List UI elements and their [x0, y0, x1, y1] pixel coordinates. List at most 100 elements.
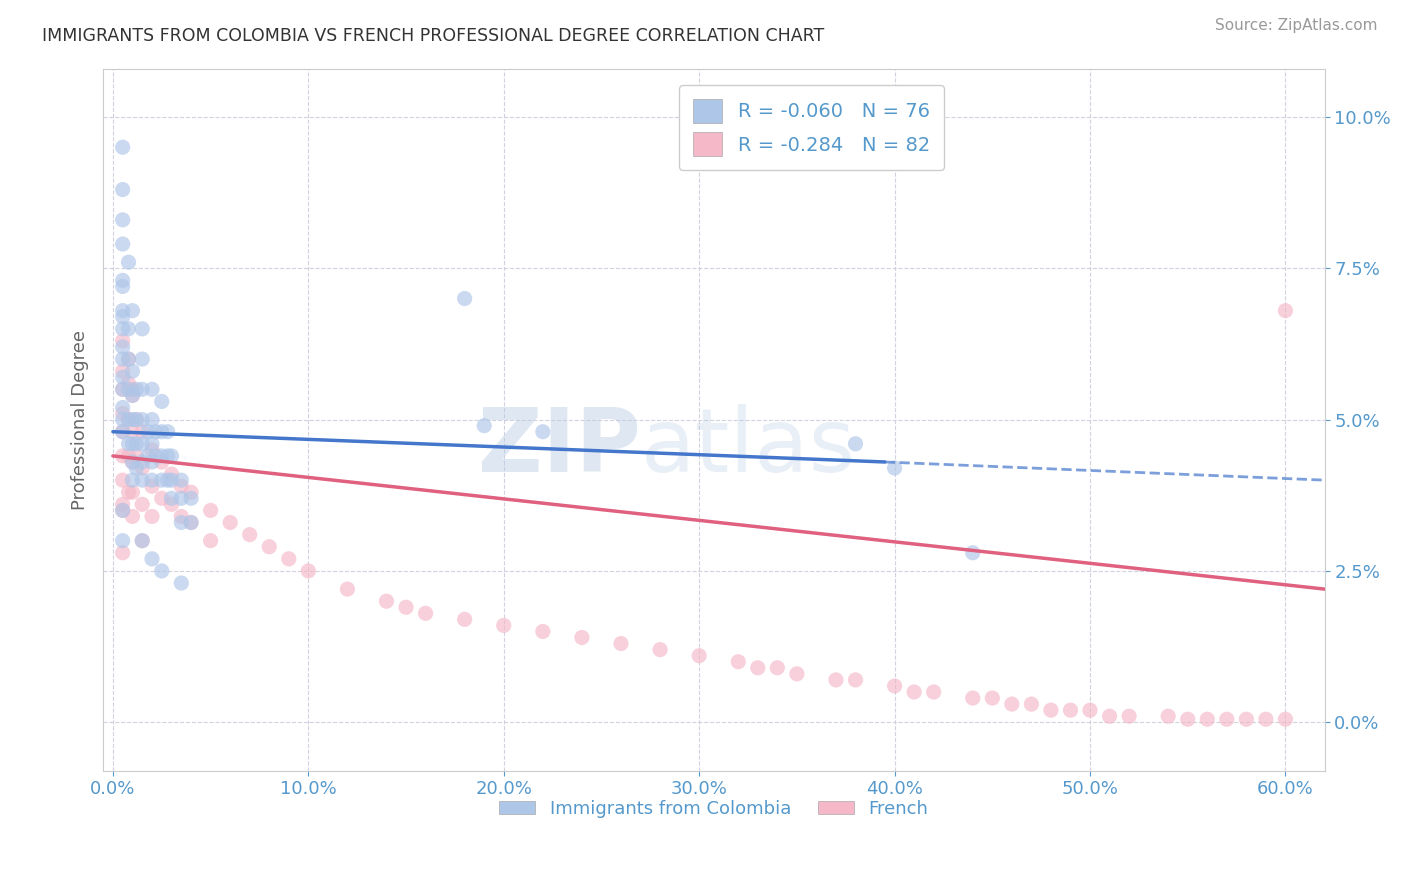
Point — [111, 140, 134, 154]
Point — [117, 255, 139, 269]
Point — [117, 352, 139, 367]
Point — [141, 509, 163, 524]
Point — [125, 449, 148, 463]
Point — [844, 673, 866, 687]
Point — [111, 382, 134, 396]
Point — [121, 455, 143, 469]
Point — [150, 455, 173, 469]
Point — [111, 407, 134, 421]
Point — [170, 473, 193, 487]
Text: atlas: atlas — [641, 404, 856, 491]
Point — [111, 237, 134, 252]
Point — [297, 564, 319, 578]
Point — [1157, 709, 1180, 723]
Point — [141, 442, 163, 457]
Point — [981, 691, 1004, 706]
Point — [922, 685, 945, 699]
Point — [111, 401, 134, 415]
Point — [121, 388, 143, 402]
Point — [962, 546, 984, 560]
Point — [1078, 703, 1101, 717]
Point — [1216, 712, 1239, 726]
Point — [1254, 712, 1277, 726]
Point — [117, 322, 139, 336]
Point — [727, 655, 749, 669]
Point — [111, 546, 134, 560]
Point — [766, 661, 789, 675]
Point — [141, 382, 163, 396]
Point — [395, 600, 418, 615]
Point — [962, 691, 984, 706]
Point — [117, 449, 139, 463]
Point — [160, 491, 183, 506]
Point — [219, 516, 242, 530]
Point — [121, 364, 143, 378]
Point — [160, 473, 183, 487]
Point — [111, 340, 134, 354]
Point — [121, 412, 143, 426]
Point — [111, 310, 134, 324]
Point — [111, 473, 134, 487]
Point — [121, 303, 143, 318]
Point — [117, 412, 139, 426]
Point — [141, 479, 163, 493]
Point — [117, 412, 139, 426]
Point — [125, 437, 148, 451]
Point — [150, 473, 173, 487]
Point — [156, 473, 179, 487]
Point — [141, 551, 163, 566]
Point — [150, 449, 173, 463]
Point — [111, 212, 134, 227]
Point — [903, 685, 925, 699]
Point — [1274, 712, 1296, 726]
Point — [1177, 712, 1199, 726]
Point — [131, 461, 153, 475]
Point — [1021, 697, 1043, 711]
Point — [111, 303, 134, 318]
Point — [111, 382, 134, 396]
Point — [200, 533, 222, 548]
Point — [141, 437, 163, 451]
Point — [648, 642, 671, 657]
Point — [111, 334, 134, 348]
Point — [1001, 697, 1024, 711]
Point — [131, 437, 153, 451]
Point — [200, 503, 222, 517]
Point — [111, 352, 134, 367]
Point — [117, 485, 139, 500]
Legend: Immigrants from Colombia, French: Immigrants from Colombia, French — [492, 792, 936, 825]
Point — [150, 564, 173, 578]
Point — [180, 491, 202, 506]
Point — [131, 497, 153, 511]
Point — [531, 624, 554, 639]
Point — [170, 576, 193, 591]
Point — [117, 382, 139, 396]
Point — [1197, 712, 1219, 726]
Point — [141, 455, 163, 469]
Point — [111, 425, 134, 439]
Point — [125, 412, 148, 426]
Point — [111, 449, 134, 463]
Point — [156, 449, 179, 463]
Point — [125, 382, 148, 396]
Point — [117, 437, 139, 451]
Point — [111, 412, 134, 426]
Point — [111, 279, 134, 293]
Point — [131, 455, 153, 469]
Point — [571, 631, 593, 645]
Point — [825, 673, 848, 687]
Point — [415, 607, 437, 621]
Point — [125, 412, 148, 426]
Point — [121, 382, 143, 396]
Text: Source: ZipAtlas.com: Source: ZipAtlas.com — [1215, 18, 1378, 33]
Point — [170, 516, 193, 530]
Point — [150, 425, 173, 439]
Point — [131, 352, 153, 367]
Point — [111, 425, 134, 439]
Point — [1118, 709, 1140, 723]
Point — [170, 509, 193, 524]
Point — [111, 503, 134, 517]
Point — [131, 533, 153, 548]
Point — [257, 540, 280, 554]
Point — [688, 648, 710, 663]
